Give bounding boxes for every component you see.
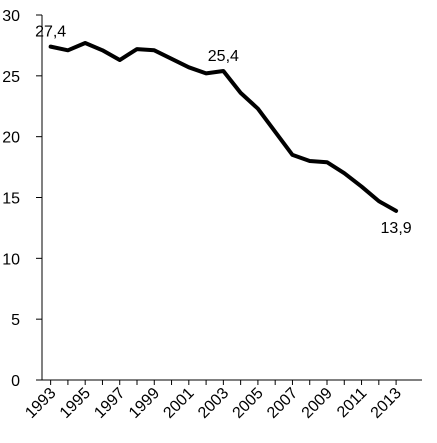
x-tick-label: 2001 — [160, 385, 197, 422]
x-tick-label: 2013 — [368, 385, 405, 422]
x-tick-label: 1999 — [126, 385, 163, 422]
x-tick-label: 1993 — [22, 385, 59, 422]
data-labels: 27,4 25,4 13,9 — [35, 24, 412, 237]
y-tick-label: 5 — [11, 312, 20, 329]
y-tick-label: 15 — [2, 191, 20, 208]
series-line — [48, 40, 399, 213]
x-tick-label: 2003 — [195, 385, 232, 422]
x-tick-label: 2011 — [334, 385, 370, 421]
y-tick-label: 20 — [2, 130, 20, 147]
x-tick-label: 1997 — [91, 385, 128, 422]
x-tick-label: 2009 — [299, 385, 336, 422]
data-label: 25,4 — [208, 48, 239, 65]
x-tick-label: 1995 — [57, 385, 94, 422]
y-tick-label: 10 — [2, 251, 20, 268]
x-axis-ticks: 1993199519971999200120032005200720092011… — [22, 380, 405, 422]
y-tick-label: 0 — [11, 373, 20, 390]
y-tick-label: 25 — [2, 69, 20, 86]
data-label: 27,4 — [35, 24, 66, 41]
x-tick-label: 2007 — [264, 385, 301, 422]
y-tick-label: 30 — [2, 8, 20, 25]
x-tick-label: 2005 — [230, 385, 267, 422]
data-label: 13,9 — [381, 220, 412, 237]
y-axis-ticks: 0 5 10 15 20 25 30 — [2, 8, 42, 390]
